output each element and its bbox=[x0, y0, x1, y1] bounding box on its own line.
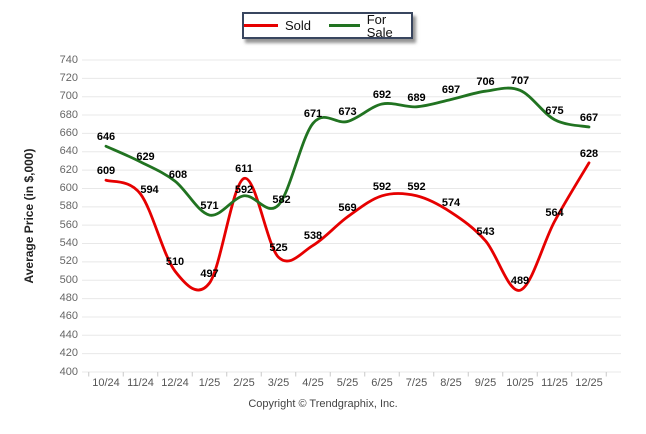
y-tick-label: 720 bbox=[59, 71, 78, 84]
data-label-sold: 510 bbox=[165, 256, 185, 269]
x-tick-label: 10/25 bbox=[506, 377, 534, 389]
y-tick-label: 420 bbox=[59, 347, 78, 360]
data-label-for-sale: 667 bbox=[579, 111, 599, 124]
legend-line-sold bbox=[244, 24, 278, 27]
data-label-for-sale: 646 bbox=[96, 131, 116, 144]
x-tick-label: 5/25 bbox=[336, 377, 359, 389]
legend-item-for-sale: For Sale bbox=[329, 13, 411, 39]
data-label-for-sale: 692 bbox=[372, 89, 392, 102]
y-tick-label: 600 bbox=[59, 181, 78, 194]
series-line-sold bbox=[104, 161, 591, 292]
legend-item-sold: Sold bbox=[244, 19, 311, 32]
data-label-sold: 564 bbox=[545, 206, 564, 219]
data-label-for-sale: 673 bbox=[338, 106, 357, 119]
y-tick-label: 640 bbox=[59, 145, 78, 158]
y-tick-label: 400 bbox=[59, 365, 78, 378]
data-label-for-sale: 706 bbox=[476, 76, 495, 89]
legend-line-for-sale bbox=[329, 24, 360, 27]
data-label-sold: 489 bbox=[510, 275, 530, 288]
x-tick-label: 11/25 bbox=[541, 377, 568, 389]
y-tick-label: 740 bbox=[59, 53, 78, 66]
y-tick-label: 440 bbox=[59, 328, 78, 341]
data-label-sold: 569 bbox=[338, 201, 357, 214]
data-label-sold: 592 bbox=[372, 180, 392, 193]
series-line-for-sale bbox=[104, 86, 591, 217]
x-tick-label: 8/25 bbox=[440, 377, 462, 389]
data-label-for-sale: 697 bbox=[441, 84, 461, 97]
data-label-for-sale: 582 bbox=[272, 193, 291, 206]
data-label-sold: 592 bbox=[407, 180, 426, 193]
legend-label-for-sale: For Sale bbox=[366, 11, 393, 40]
data-label-for-sale: 629 bbox=[136, 150, 155, 163]
x-tick-label: 2/25 bbox=[233, 377, 255, 389]
x-tick-label: 7/25 bbox=[405, 377, 428, 389]
data-label-for-sale: 675 bbox=[545, 104, 564, 117]
legend: Sold For Sale bbox=[242, 12, 413, 39]
data-label-for-sale: 707 bbox=[510, 75, 530, 88]
data-label-sold: 497 bbox=[200, 267, 219, 280]
y-tick-label: 460 bbox=[59, 310, 78, 323]
data-label-sold: 611 bbox=[235, 163, 253, 176]
x-tick-label: 12/25 bbox=[575, 377, 603, 389]
legend-label-sold: Sold bbox=[285, 18, 312, 33]
x-tick-label: 9/25 bbox=[474, 377, 497, 389]
data-label-sold: 538 bbox=[303, 230, 323, 243]
data-label-sold: 525 bbox=[269, 242, 288, 255]
data-label-for-sale: 671 bbox=[303, 108, 323, 121]
x-tick-label: 1/25 bbox=[198, 377, 221, 389]
copyright-text: Copyright © Trendgraphix, Inc. bbox=[248, 398, 398, 410]
data-label-sold: 628 bbox=[579, 147, 599, 160]
x-tick-label: 12/24 bbox=[161, 377, 189, 389]
y-tick-label: 500 bbox=[59, 273, 78, 286]
x-tick-label: 10/24 bbox=[92, 377, 120, 389]
y-axis-title: Average Price (in $,000) bbox=[22, 148, 36, 284]
data-label-for-sale: 571 bbox=[200, 200, 219, 213]
data-label-for-sale: 592 bbox=[234, 183, 254, 196]
x-tick-label: 3/25 bbox=[267, 377, 290, 389]
x-tick-label: 11/24 bbox=[127, 377, 154, 389]
data-label-sold: 574 bbox=[441, 197, 461, 210]
y-tick-label: 700 bbox=[59, 90, 78, 103]
y-tick-label: 560 bbox=[59, 218, 78, 231]
x-tick-label: 6/25 bbox=[371, 377, 393, 389]
data-label-sold: 594 bbox=[140, 183, 159, 196]
y-tick-label: 580 bbox=[59, 200, 78, 213]
data-label-for-sale: 689 bbox=[407, 91, 426, 104]
data-label-sold: 609 bbox=[96, 165, 116, 178]
y-tick-label: 620 bbox=[59, 163, 78, 176]
data-label-sold: 543 bbox=[476, 225, 495, 238]
x-tick-label: 4/25 bbox=[302, 377, 324, 389]
y-tick-label: 520 bbox=[59, 255, 78, 268]
data-label-for-sale: 608 bbox=[168, 169, 188, 182]
y-tick-label: 680 bbox=[59, 108, 78, 121]
y-tick-label: 480 bbox=[59, 292, 78, 305]
y-tick-label: 540 bbox=[59, 237, 78, 250]
y-tick-label: 660 bbox=[59, 126, 78, 139]
